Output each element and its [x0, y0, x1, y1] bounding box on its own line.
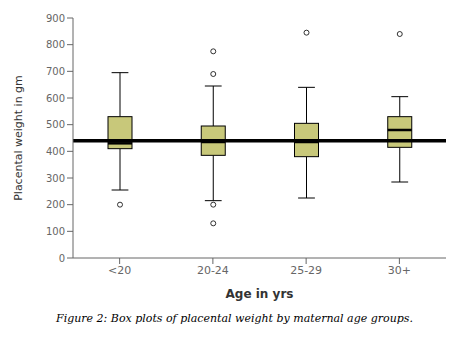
svg-text:900: 900 [46, 13, 65, 24]
svg-text:<20: <20 [108, 264, 131, 277]
svg-text:800: 800 [46, 39, 65, 50]
svg-text:Age in yrs: Age in yrs [226, 287, 294, 301]
svg-text:500: 500 [46, 119, 65, 130]
svg-text:700: 700 [46, 66, 65, 77]
svg-text:30+: 30+ [388, 264, 411, 277]
svg-text:20-24: 20-24 [197, 264, 229, 277]
svg-text:Placental weight in gm: Placental weight in gm [12, 75, 25, 201]
svg-text:100: 100 [46, 226, 65, 237]
html-text:Figure 2: Box plots of placent: Figure 2: Box plots of placental weight … [56, 312, 413, 325]
svg-text:200: 200 [46, 199, 65, 210]
svg-text:25-29: 25-29 [290, 264, 322, 277]
svg-text:400: 400 [46, 146, 65, 157]
svg-text:600: 600 [46, 93, 65, 104]
svg-text:0: 0 [59, 253, 65, 264]
svg-text:300: 300 [46, 173, 65, 184]
